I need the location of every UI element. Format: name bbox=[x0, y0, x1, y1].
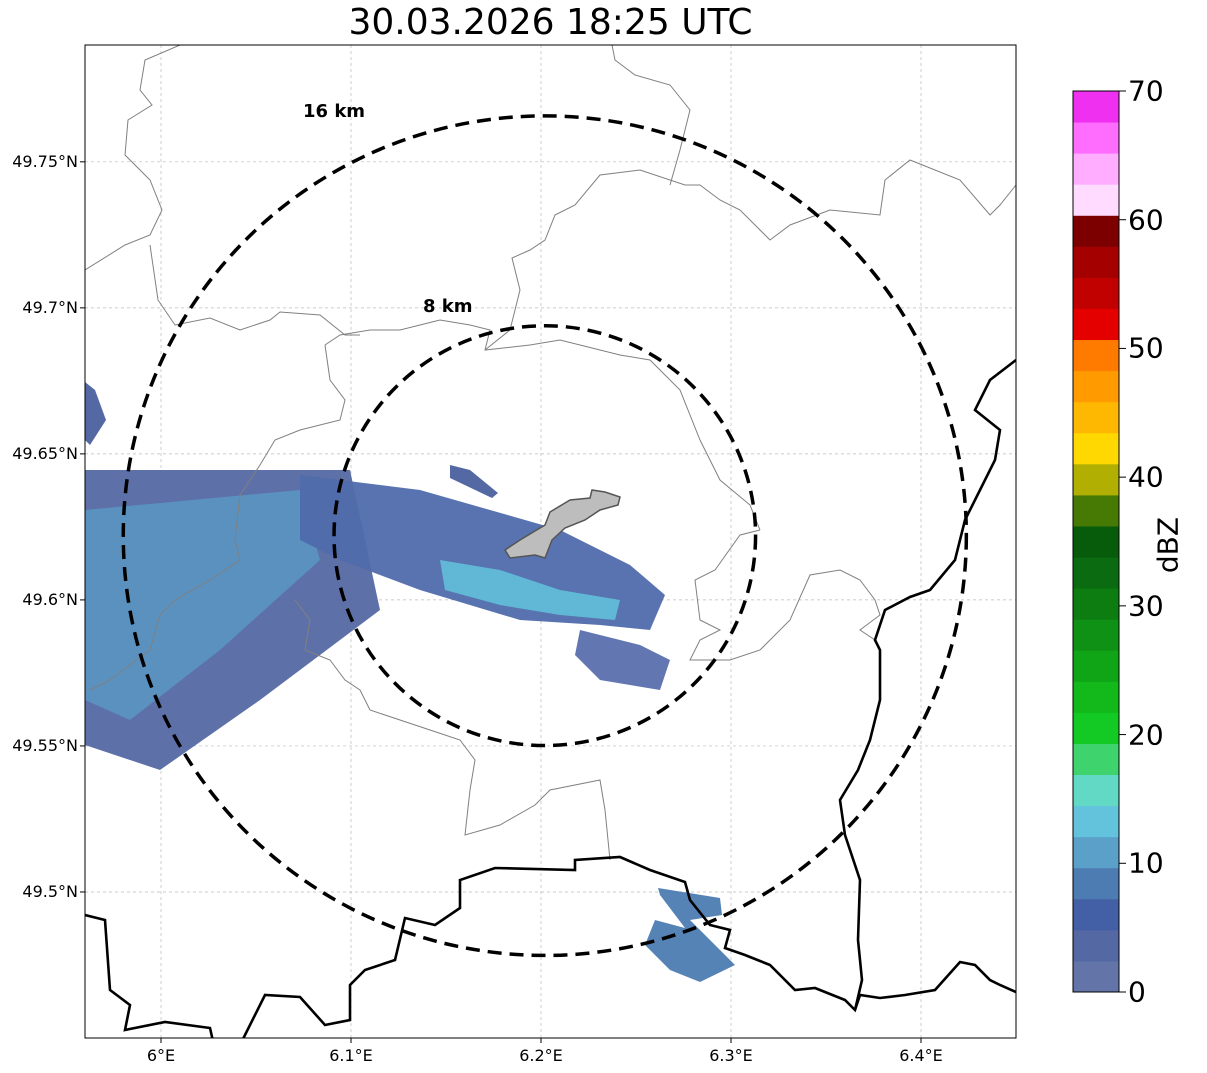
colorbar-tick-label: 40 bbox=[1128, 460, 1164, 494]
y-tick-label: 49.7°N bbox=[22, 297, 78, 317]
colorbar-segment bbox=[1073, 681, 1119, 713]
y-tick-label: 49.55°N bbox=[12, 735, 78, 755]
colorbar-segment bbox=[1073, 370, 1119, 403]
colorbar-segment bbox=[1073, 867, 1119, 900]
colorbar-tick-label: 30 bbox=[1128, 589, 1164, 623]
colorbar-segment bbox=[1073, 184, 1119, 216]
colorbar-segment bbox=[1073, 588, 1119, 620]
admin-boundaries bbox=[85, 45, 1016, 861]
colorbar-segment bbox=[1073, 91, 1119, 123]
echo-band-main-core bbox=[440, 560, 620, 620]
range-ring bbox=[121, 114, 969, 958]
colorbar-segment bbox=[1073, 153, 1119, 185]
colorbar-segment bbox=[1073, 898, 1119, 931]
colorbar-segment bbox=[1073, 774, 1119, 807]
colorbar-segment bbox=[1073, 215, 1119, 247]
radar-echoes bbox=[85, 382, 735, 982]
colorbar-tick-label: 10 bbox=[1128, 846, 1164, 880]
echo-west-edge bbox=[85, 382, 106, 445]
y-tick-label: 49.75°N bbox=[12, 151, 78, 171]
colorbar-segment bbox=[1073, 836, 1119, 869]
colorbar-frame bbox=[1072, 90, 1120, 993]
colorbar-segment bbox=[1073, 525, 1119, 558]
range-ring bbox=[332, 324, 758, 748]
colorbar-segment bbox=[1073, 308, 1119, 341]
colorbar-tick-label: 70 bbox=[1128, 74, 1164, 108]
echo-small-north bbox=[450, 465, 498, 498]
colorbar-segment bbox=[1073, 960, 1119, 993]
axis-ticks bbox=[80, 161, 922, 1043]
colorbar bbox=[1072, 90, 1126, 993]
colorbar-tick-label: 50 bbox=[1128, 331, 1164, 365]
colorbar-segment bbox=[1073, 929, 1119, 962]
colorbar-tick-label: 20 bbox=[1128, 718, 1164, 752]
y-tick-label: 49.5°N bbox=[22, 881, 78, 901]
range-rings bbox=[121, 114, 969, 958]
colorbar-segment bbox=[1073, 246, 1119, 278]
y-tick-label: 49.6°N bbox=[22, 589, 78, 609]
map-title: 30.03.2026 18:25 UTC bbox=[348, 2, 753, 43]
colorbar-segment bbox=[1073, 432, 1119, 465]
x-tick-label: 6.1°E bbox=[329, 1046, 373, 1065]
plot-frame bbox=[84, 44, 1017, 1039]
colorbar-segment bbox=[1073, 494, 1119, 527]
colorbar-segment bbox=[1073, 277, 1119, 309]
ring-label-16km: 16 km bbox=[303, 101, 366, 122]
colorbar-segment bbox=[1073, 712, 1119, 744]
highlight-area bbox=[503, 489, 621, 559]
colorbar-segment bbox=[1073, 339, 1119, 372]
colorbar-segment bbox=[1073, 463, 1119, 496]
x-tick-label: 6.2°E bbox=[519, 1046, 563, 1065]
colorbar-segment bbox=[1073, 401, 1119, 434]
colorbar-segment bbox=[1073, 650, 1119, 682]
colorbar-segment bbox=[1073, 619, 1119, 651]
echo-band-main bbox=[300, 475, 665, 630]
echo-band-east bbox=[575, 630, 670, 690]
colorbar-segment bbox=[1073, 805, 1119, 838]
colorbar-unit-label: dBZ bbox=[1151, 516, 1185, 574]
y-tick-label: 49.65°N bbox=[12, 443, 78, 463]
colorbar-segment bbox=[1073, 557, 1119, 589]
x-tick-label: 6.4°E bbox=[899, 1046, 943, 1065]
colorbar-tick-label: 60 bbox=[1128, 203, 1164, 237]
colorbar-segment bbox=[1073, 122, 1119, 154]
national-borders bbox=[85, 358, 1016, 1038]
x-tick-label: 6.3°E bbox=[709, 1046, 753, 1065]
ring-label-8km: 8 km bbox=[423, 296, 473, 317]
colorbar-tick-label: 0 bbox=[1128, 975, 1146, 1009]
echo-south-cluster bbox=[645, 888, 735, 982]
colorbar-segment bbox=[1073, 743, 1119, 776]
x-tick-label: 6°E bbox=[146, 1046, 176, 1065]
